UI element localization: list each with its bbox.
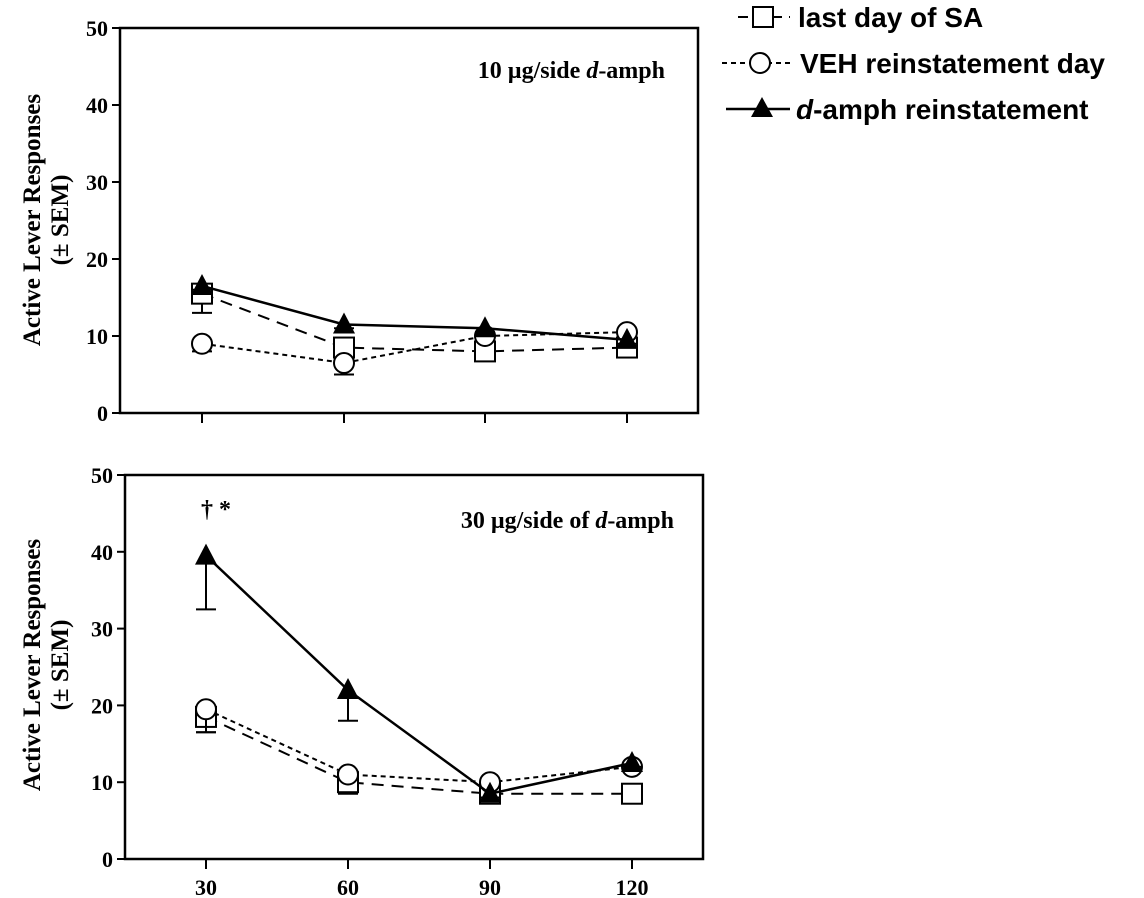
y-tick-label: 30 [86,170,108,195]
ylabel-line-2: (± SEM) [47,620,74,711]
series-line [205,716,632,795]
series-amph [195,543,643,803]
x-tick-label: 30 [195,875,217,898]
legend-label: VEH reinstatement day [800,48,1105,79]
data-point-triangle [191,273,213,295]
legend-label: d-amph reinstatement [796,94,1089,125]
y-tick-label: 0 [102,847,113,872]
data-point-circle [191,332,213,355]
y-axis-label: Active Lever Responses (± SEM) [19,94,74,347]
series-line [205,554,633,796]
y-tick-label: 10 [86,324,108,349]
ylabel-line-2: (± SEM) [47,175,74,266]
panel-annotation: 30 µg/side of d-amph [461,508,674,534]
y-axis-ticks: 0 10 20 30 40 50 [91,463,125,872]
y-axis-label: Active Lever Responses (± SEM) [19,539,74,792]
ylabel-line-1: Active Lever Responses [19,539,46,792]
data-point-circle [337,763,359,786]
x-axis-ticks: 30 60 90 120 [195,859,649,898]
legend-swatch-triangle [751,97,773,117]
legend: last day of SA VEH reinstatement day d-a… [722,2,1105,125]
data-point-square [621,782,643,805]
data-point-circle [333,351,355,374]
panel-bottom: 0 10 20 30 40 50 30 60 90 120 † * 30 µg/side of … [19,463,705,898]
y-tick-label: 40 [91,540,113,565]
plot-area: † * [195,497,643,805]
legend-label: last day of SA [798,2,983,33]
legend-label-prefix: d [796,94,814,125]
x-tick-label: 90 [479,875,501,898]
annotation-drug: d [586,58,599,84]
data-point-triangle [195,543,217,565]
data-point-triangle [333,312,355,334]
plot-area [191,273,638,376]
plot-frame [123,473,705,861]
legend-label-text: -amph reinstatement [813,94,1088,125]
annotation-dose: 10 µg/side [478,58,587,84]
legend-item-last-day-of-sa: last day of SA [738,2,983,33]
series-amph [191,273,638,349]
y-tick-label: 10 [91,770,113,795]
series-line [201,284,628,342]
y-tick-label: 40 [86,93,108,118]
series-line [205,708,633,784]
annotation-suffix: -amph [598,58,665,84]
panel-top: 0 10 20 30 40 50 10 µg/side d-amph Active Lev… [19,16,700,426]
data-point-triangle [616,327,638,349]
data-point-triangle [621,751,643,772]
legend-label-text: VEH reinstatement day [800,48,1105,79]
data-point-circle [195,698,217,721]
annotation-drug: d [595,508,608,534]
plot-frame [118,26,700,415]
ylabel-line-1: Active Lever Responses [19,94,46,347]
data-point-triangle [337,678,359,700]
y-axis-ticks: 0 10 20 30 40 50 [86,16,120,426]
legend-label-text: last day of SA [798,2,983,33]
legend-item-amph-reinstatement: d-amph reinstatement [726,94,1089,125]
x-tick-label: 120 [616,875,649,898]
legend-swatch-square [752,6,774,28]
legend-swatch-circle [749,52,771,74]
legend-item-veh-reinstatement-day: VEH reinstatement day [722,48,1105,79]
data-point-triangle [479,781,501,803]
y-tick-label: 50 [86,16,108,41]
annotation-suffix: -amph [607,508,674,534]
panel-annotation: 10 µg/side d-amph [478,58,665,84]
x-tick-label: 60 [337,875,359,898]
series-line [201,292,628,353]
y-tick-label: 20 [86,247,108,272]
y-tick-label: 30 [91,617,113,642]
y-tick-label: 0 [97,401,108,426]
y-tick-label: 50 [91,463,113,488]
significance-marker: † * [201,497,231,523]
y-tick-label: 20 [91,693,113,718]
data-point-triangle [474,316,496,338]
x-axis-ticks [201,413,628,423]
annotation-dose: 30 µg/side of [461,508,596,534]
